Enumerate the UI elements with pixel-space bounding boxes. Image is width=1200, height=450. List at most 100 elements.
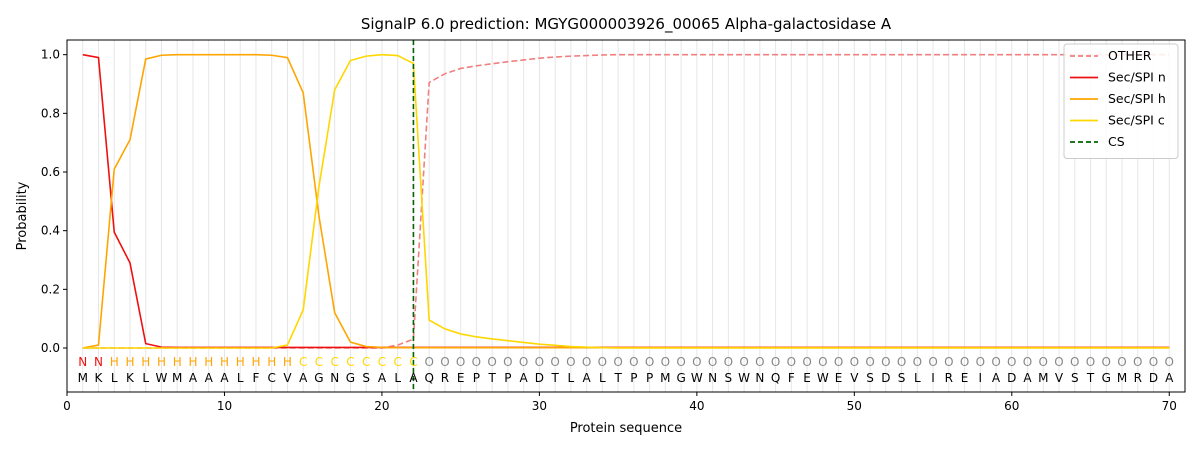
residue-label: L xyxy=(394,371,401,385)
region-label: O xyxy=(960,355,969,369)
residue-label: P xyxy=(630,371,637,385)
y-tick-label: 1.0 xyxy=(41,48,60,62)
y-axis-label: Probability xyxy=(15,181,30,250)
region-label: H xyxy=(204,355,213,369)
residue-label: A xyxy=(378,371,387,385)
region-label: O xyxy=(582,355,591,369)
region-label: O xyxy=(550,355,559,369)
residue-label: A xyxy=(1023,371,1032,385)
x-tick-label: 50 xyxy=(847,399,862,413)
region-label: C xyxy=(315,355,323,369)
region-label: C xyxy=(393,355,401,369)
region-label: H xyxy=(125,355,134,369)
x-tick-label: 60 xyxy=(1004,399,1019,413)
residue-label: N xyxy=(708,371,717,385)
legend-entry: Sec/SPI h xyxy=(1108,91,1166,106)
region-label: O xyxy=(1102,355,1111,369)
region-label: N xyxy=(94,355,103,369)
residue-label: P xyxy=(646,371,653,385)
region-label: H xyxy=(251,355,260,369)
region-label: C xyxy=(362,355,370,369)
residue-label: N xyxy=(330,371,339,385)
region-label: C xyxy=(330,355,338,369)
region-label: O xyxy=(676,355,685,369)
region-label: O xyxy=(598,355,607,369)
region-label: O xyxy=(755,355,764,369)
region-label: O xyxy=(1039,355,1048,369)
region-label: C xyxy=(409,355,417,369)
residue-label: D xyxy=(1007,371,1016,385)
region-label: H xyxy=(236,355,245,369)
region-label: O xyxy=(440,355,449,369)
region-label: O xyxy=(976,355,985,369)
region-label: O xyxy=(865,355,874,369)
region-label: O xyxy=(802,355,811,369)
residue-label: S xyxy=(866,371,874,385)
grid-lines xyxy=(82,40,1170,392)
region-label: O xyxy=(692,355,701,369)
x-tick-label: 40 xyxy=(689,399,704,413)
residue-label: A xyxy=(409,371,418,385)
x-tick-label: 0 xyxy=(63,399,71,413)
region-label: O xyxy=(787,355,796,369)
y-tick-label: 0.6 xyxy=(41,165,60,179)
residue-label: L xyxy=(568,371,575,385)
residue-label: K xyxy=(126,371,135,385)
region-label: O xyxy=(1007,355,1016,369)
region-label: O xyxy=(739,355,748,369)
residue-label: T xyxy=(613,371,622,385)
region-label: H xyxy=(141,355,150,369)
region-label: O xyxy=(1133,355,1142,369)
region-label: O xyxy=(1149,355,1158,369)
residue-label: E xyxy=(457,371,465,385)
region-label: O xyxy=(1117,355,1126,369)
y-tick-label: 0.4 xyxy=(41,224,60,238)
legend-box xyxy=(1063,43,1179,159)
region-label: H xyxy=(173,355,182,369)
region-label: C xyxy=(378,355,386,369)
region-label: O xyxy=(834,355,843,369)
region-label: O xyxy=(424,355,433,369)
region-label: C xyxy=(346,355,354,369)
region-label: H xyxy=(110,355,119,369)
region-label: O xyxy=(818,355,827,369)
residue-label: F xyxy=(253,371,260,385)
residue-label: T xyxy=(550,371,559,385)
region-label: O xyxy=(535,355,544,369)
region-label: C xyxy=(299,355,307,369)
residue-label: M xyxy=(1117,371,1127,385)
residue-label: G xyxy=(346,371,355,385)
residue-label: E xyxy=(835,371,843,385)
residue-label: M xyxy=(172,371,182,385)
x-axis: 0 10 20 30 40 50 60 70 xyxy=(63,392,1177,413)
region-label: O xyxy=(1023,355,1032,369)
residue-label: S xyxy=(898,371,906,385)
residue-label: A xyxy=(1165,371,1174,385)
residue-label: E xyxy=(961,371,969,385)
x-tick-label: 30 xyxy=(532,399,547,413)
residue-label: D xyxy=(1149,371,1158,385)
residue-label: A xyxy=(189,371,198,385)
region-label: O xyxy=(1086,355,1095,369)
region-label: O xyxy=(645,355,654,369)
region-label: O xyxy=(944,355,953,369)
residue-label: L xyxy=(142,371,149,385)
region-label: H xyxy=(188,355,197,369)
residue-label: K xyxy=(95,371,104,385)
residue-label: S xyxy=(725,371,733,385)
residue-label: M xyxy=(660,371,670,385)
y-tick-label: 0.0 xyxy=(41,341,60,355)
region-label: H xyxy=(267,355,276,369)
region-label: O xyxy=(708,355,717,369)
x-tick-label: 70 xyxy=(1162,399,1177,413)
residue-label: S xyxy=(1071,371,1079,385)
residue-label: A xyxy=(299,371,308,385)
region-label: O xyxy=(913,355,922,369)
residue-label: A xyxy=(992,371,1001,385)
residue-label: V xyxy=(850,371,859,385)
series-lines xyxy=(82,53,1170,349)
residue-label: M xyxy=(78,371,88,385)
residue-label: T xyxy=(487,371,496,385)
